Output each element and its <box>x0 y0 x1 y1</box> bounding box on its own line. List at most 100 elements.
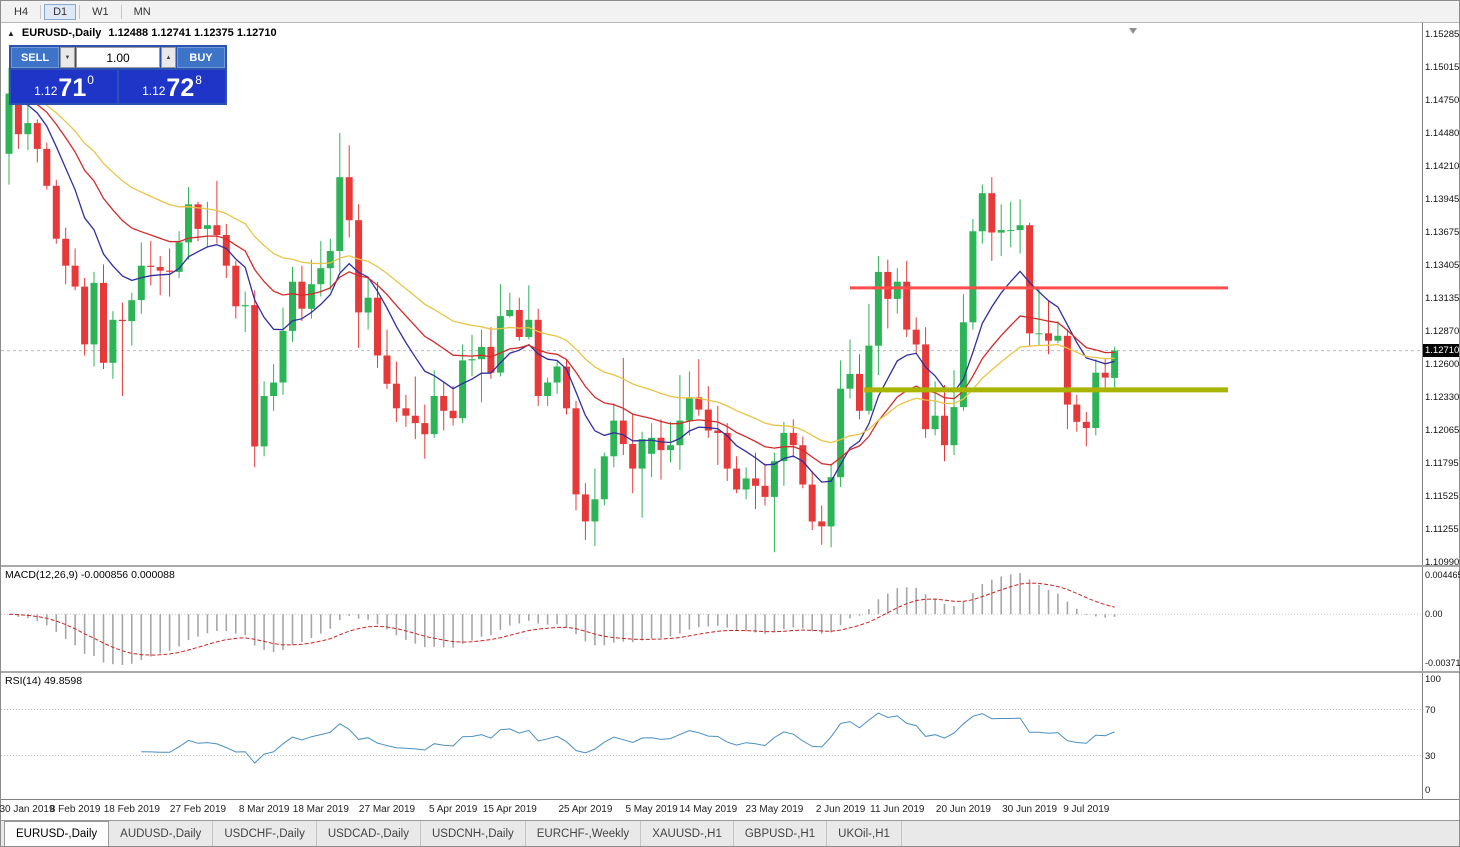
chart-tab-usdcnh-daily[interactable]: USDCNH-,Daily <box>421 821 526 846</box>
date-axis-label: 23 May 2019 <box>745 804 804 815</box>
date-axis-label: 18 Feb 2019 <box>103 804 160 815</box>
price-chart[interactable]: ▲ EURUSD-,Daily 1.12488 1.12741 1.12375 … <box>1 23 1422 565</box>
chart-tab-eurusd-daily[interactable]: EURUSD-,Daily <box>4 821 110 846</box>
price-axis-label: 1.12600 <box>1425 359 1460 371</box>
price-axis-label: 1.15285 <box>1425 29 1460 40</box>
date-axis-label: 25 Apr 2019 <box>558 804 613 815</box>
volume-decrease-button[interactable]: ▼ <box>60 47 75 68</box>
candlestick-plot <box>1 51 1422 553</box>
rsi-axis-label: 0 <box>1425 785 1431 796</box>
chart-tab-audusd-daily[interactable]: AUDUSD-,Daily <box>109 821 214 846</box>
date-axis-label: 15 Apr 2019 <box>482 804 537 815</box>
chart-title: ▲ EURUSD-,Daily 1.12488 1.12741 1.12375 … <box>7 27 277 39</box>
macd-axis[interactable]: 0.004465 0.00 -0.00371 <box>1422 567 1460 671</box>
ask-pips: 72 <box>166 74 195 102</box>
price-axis-label: 1.14750 <box>1425 94 1460 106</box>
toolbar-separator <box>79 4 81 19</box>
one-click-trading-panel: SELL ▼ ▲ BUY 1.12 71 0 1.12 72 8 <box>9 45 227 105</box>
trade-controls-row: SELL ▼ ▲ BUY <box>11 47 225 68</box>
bid-pips: 71 <box>58 74 87 102</box>
macd-axis-label: 0.004465 <box>1425 570 1460 580</box>
rsi-label: RSI(14) 49.8598 <box>5 675 83 687</box>
price-axis-label: 1.11255 <box>1425 524 1459 536</box>
price-axis-label: 1.10990 <box>1425 557 1460 568</box>
price-axis-label: 1.11795 <box>1425 458 1459 470</box>
date-axis[interactable]: 30 Jan 2019 8 Feb 2019 18 Feb 2019 27 Feb 2… <box>0 799 1459 820</box>
bid-price-display: 1.12 71 0 <box>11 70 117 103</box>
price-axis[interactable]: 1.15285 1.15015 1.14750 1.14480 1.14210 1.139… <box>1422 23 1460 568</box>
volume-increase-button[interactable]: ▲ <box>161 47 176 68</box>
chart-tab-eurchf-weekly[interactable]: EURCHF-,Weekly <box>526 821 642 846</box>
chart-tab-bar: EURUSD-,Daily AUDUSD-,Daily USDCHF-,Daily U… <box>1 820 1459 846</box>
price-axis-label: 1.13945 <box>1425 193 1460 205</box>
price-axis-label: 1.14480 <box>1425 127 1460 139</box>
chart-tab-ukoil-h1[interactable]: UKOil-,H1 <box>827 821 902 846</box>
timeframe-button-D1[interactable]: D1 <box>44 3 77 20</box>
macd-panel: MACD(12,26,9) -0.000856 0.000088 0.00446… <box>1 567 1460 671</box>
current-price-tag: 1.12710 <box>1423 343 1460 357</box>
sell-button[interactable]: SELL <box>11 47 59 68</box>
macd-chart[interactable]: MACD(12,26,9) -0.000856 0.000088 <box>1 567 1422 671</box>
ask-big-figure: 1.12 <box>142 84 166 98</box>
date-axis-label: 20 Jun 2019 <box>935 804 991 815</box>
timeframe-button-W1[interactable]: W1 <box>83 4 118 20</box>
rsi-plot-svg <box>1 709 1422 764</box>
macd-plot-svg <box>1 573 1422 665</box>
date-axis-label: 9 Jul 2019 <box>1063 804 1110 815</box>
bid-big-figure: 1.12 <box>34 84 58 98</box>
rsi-axis[interactable]: 100 70 30 0 <box>1422 673 1459 799</box>
date-axis-label: 5 May 2019 <box>625 804 678 815</box>
date-axis-label: 27 Feb 2019 <box>169 804 227 815</box>
toolbar-separator <box>120 4 122 19</box>
timeframe-toolbar: H4 D1 W1 MN <box>1 1 1459 23</box>
spinner-up-icon: ▲ <box>165 54 172 61</box>
date-axis-label: 5 Apr 2019 <box>428 804 478 815</box>
rsi-axis-label: 30 <box>1425 750 1436 762</box>
chart-tab-usdcad-daily[interactable]: USDCAD-,Daily <box>317 821 421 846</box>
bid-point: 0 <box>87 73 94 87</box>
date-axis-label: 18 Mar 2019 <box>292 804 349 815</box>
date-axis-label: 14 May 2019 <box>679 804 738 815</box>
main-chart-panel: ▲ EURUSD-,Daily 1.12488 1.12741 1.12375 … <box>1 23 1460 568</box>
macd-axis-label: 0.00 <box>1425 609 1443 620</box>
date-axis-label: 30 Jun 2019 <box>1002 804 1058 815</box>
chart-tab-gbpusd-h1[interactable]: GBPUSD-,H1 <box>734 821 828 846</box>
price-axis-label: 1.14210 <box>1425 161 1460 173</box>
date-axis-label: 2 Jun 2019 <box>815 804 866 815</box>
chart-tab-usdchf-daily[interactable]: USDCHF-,Daily <box>213 821 317 846</box>
timeframe-button-group: H4 D1 W1 MN <box>5 1 160 22</box>
chart-shift-marker[interactable] <box>1129 28 1137 34</box>
macd-axis-label: -0.00371 <box>1425 658 1460 668</box>
spinner-down-icon: ▼ <box>64 54 71 61</box>
price-axis-label: 1.12065 <box>1425 424 1460 436</box>
price-axis-label: 1.13405 <box>1425 260 1460 272</box>
date-axis-label: 11 Jun 2019 <box>870 804 925 815</box>
volume-input[interactable] <box>76 47 160 68</box>
price-axis-label: 1.12330 <box>1425 392 1460 404</box>
buy-button[interactable]: BUY <box>177 47 225 68</box>
ask-price-display: 1.12 72 8 <box>119 70 225 103</box>
ohlc-readout: 1.12488 1.12741 1.12375 1.12710 <box>108 27 277 39</box>
price-axis-label: 1.13135 <box>1425 293 1460 305</box>
chart-tab-xauusd-h1[interactable]: XAUUSD-,H1 <box>641 821 734 846</box>
price-axis-label: 1.15015 <box>1425 62 1460 74</box>
timeframe-button-MN[interactable]: MN <box>125 4 160 20</box>
rsi-axis-label: 100 <box>1425 674 1441 685</box>
panel-splitter[interactable] <box>1 565 1459 567</box>
price-axis-label: 1.11525 <box>1425 491 1459 503</box>
date-axis-label: 8 Feb 2019 <box>49 804 101 815</box>
symbol-name: EURUSD-,Daily <box>21 27 102 39</box>
timeframe-button-H4[interactable]: H4 <box>5 4 37 20</box>
macd-label: MACD(12,26,9) -0.000856 0.000088 <box>5 569 175 581</box>
date-axis-label: 30 Jan 2019 <box>0 804 55 815</box>
rsi-panel: RSI(14) 49.8598 100 70 30 0 <box>1 673 1459 799</box>
ask-point: 8 <box>195 73 202 87</box>
price-axis-label: 1.12870 <box>1425 325 1460 337</box>
toolbar-separator <box>40 4 42 19</box>
rsi-chart[interactable]: RSI(14) 49.8598 <box>1 673 1422 799</box>
collapse-one-click-icon[interactable]: ▲ <box>7 28 15 38</box>
date-axis-label: 27 Mar 2019 <box>358 804 416 815</box>
panel-splitter[interactable] <box>1 671 1459 673</box>
bid-ask-row: 1.12 71 0 1.12 72 8 <box>11 70 225 103</box>
